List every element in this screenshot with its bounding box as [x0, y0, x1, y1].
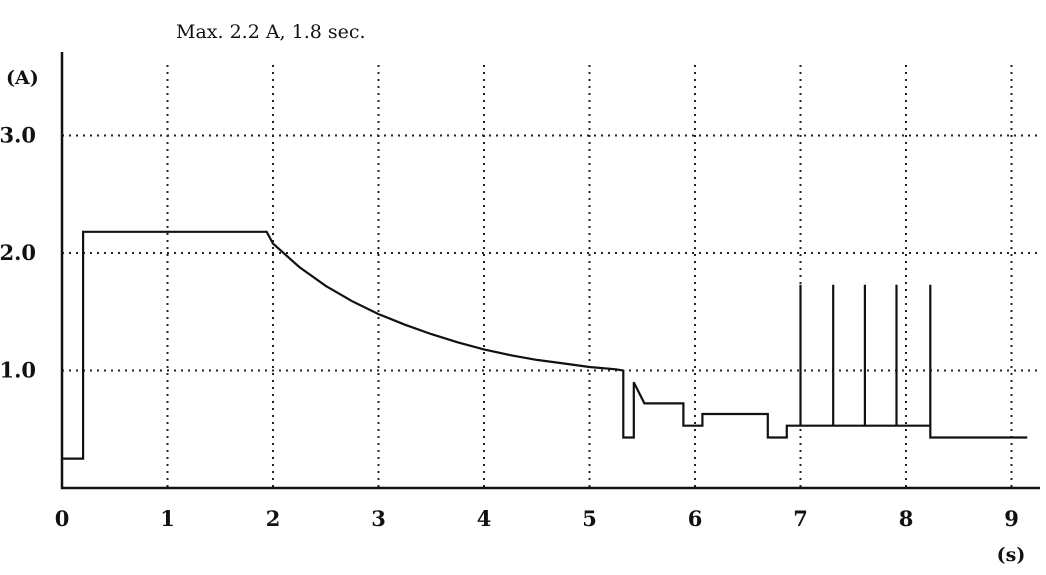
- x-tick-label-6: 6: [688, 506, 703, 531]
- y-tick-label-2.0: 2.0: [0, 240, 36, 265]
- y-axis-unit: (A): [6, 67, 39, 89]
- x-tick-label-9: 9: [1004, 506, 1019, 531]
- y-tick-label-3.0: 3.0: [0, 123, 36, 148]
- x-tick-label-5: 5: [582, 506, 597, 531]
- plot-area: [62, 230, 1028, 460]
- x-tick-label-3: 3: [371, 506, 386, 531]
- x-axis-unit: (s): [997, 544, 1026, 566]
- chart-annotation: Max. 2.2 A, 1.8 sec.: [176, 21, 366, 43]
- series-line-1: [62, 230, 1028, 460]
- grid-lines: [62, 65, 1040, 488]
- x-tick-label-2: 2: [266, 506, 281, 531]
- x-tick-label-0: 0: [55, 506, 70, 531]
- axes: [60, 52, 1040, 490]
- x-tick-label-4: 4: [477, 506, 492, 531]
- y-tick-label-1.0: 1.0: [0, 358, 36, 383]
- x-tick-label-1: 1: [160, 506, 175, 531]
- x-tick-label-8: 8: [899, 506, 914, 531]
- tick-labels: 0 1 2 3 4 5 6 7 8 9 1.0 2.0 3.0: [0, 123, 1019, 532]
- x-tick-label-7: 7: [793, 506, 808, 531]
